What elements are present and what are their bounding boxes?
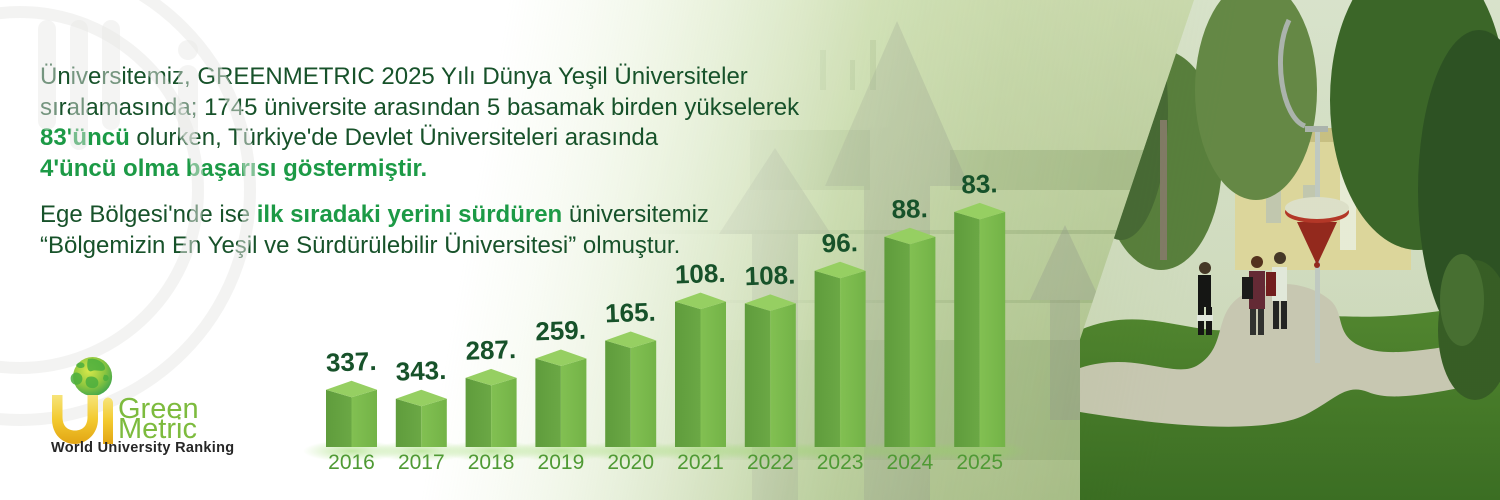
svg-text:2017: 2017 (398, 451, 445, 474)
svg-text:2024: 2024 (887, 451, 934, 474)
svg-text:108.: 108. (744, 260, 796, 292)
svg-text:108.: 108. (674, 258, 726, 290)
svg-text:88.: 88. (891, 193, 928, 224)
svg-text:96.: 96. (821, 227, 858, 258)
svg-text:2019: 2019 (538, 451, 585, 474)
svg-text:2018: 2018 (468, 451, 515, 474)
svg-text:83.: 83. (961, 168, 998, 199)
svg-text:165.: 165. (605, 297, 657, 329)
svg-text:2021: 2021 (677, 451, 724, 474)
svg-text:2020: 2020 (607, 451, 654, 474)
svg-text:259.: 259. (535, 315, 587, 347)
svg-text:2023: 2023 (817, 451, 864, 474)
svg-text:287.: 287. (465, 334, 517, 366)
svg-text:2022: 2022 (747, 451, 794, 474)
svg-text:343.: 343. (395, 355, 447, 387)
svg-text:2025: 2025 (956, 451, 1003, 474)
svg-text:337.: 337. (325, 346, 377, 378)
svg-text:2016: 2016 (328, 451, 375, 474)
